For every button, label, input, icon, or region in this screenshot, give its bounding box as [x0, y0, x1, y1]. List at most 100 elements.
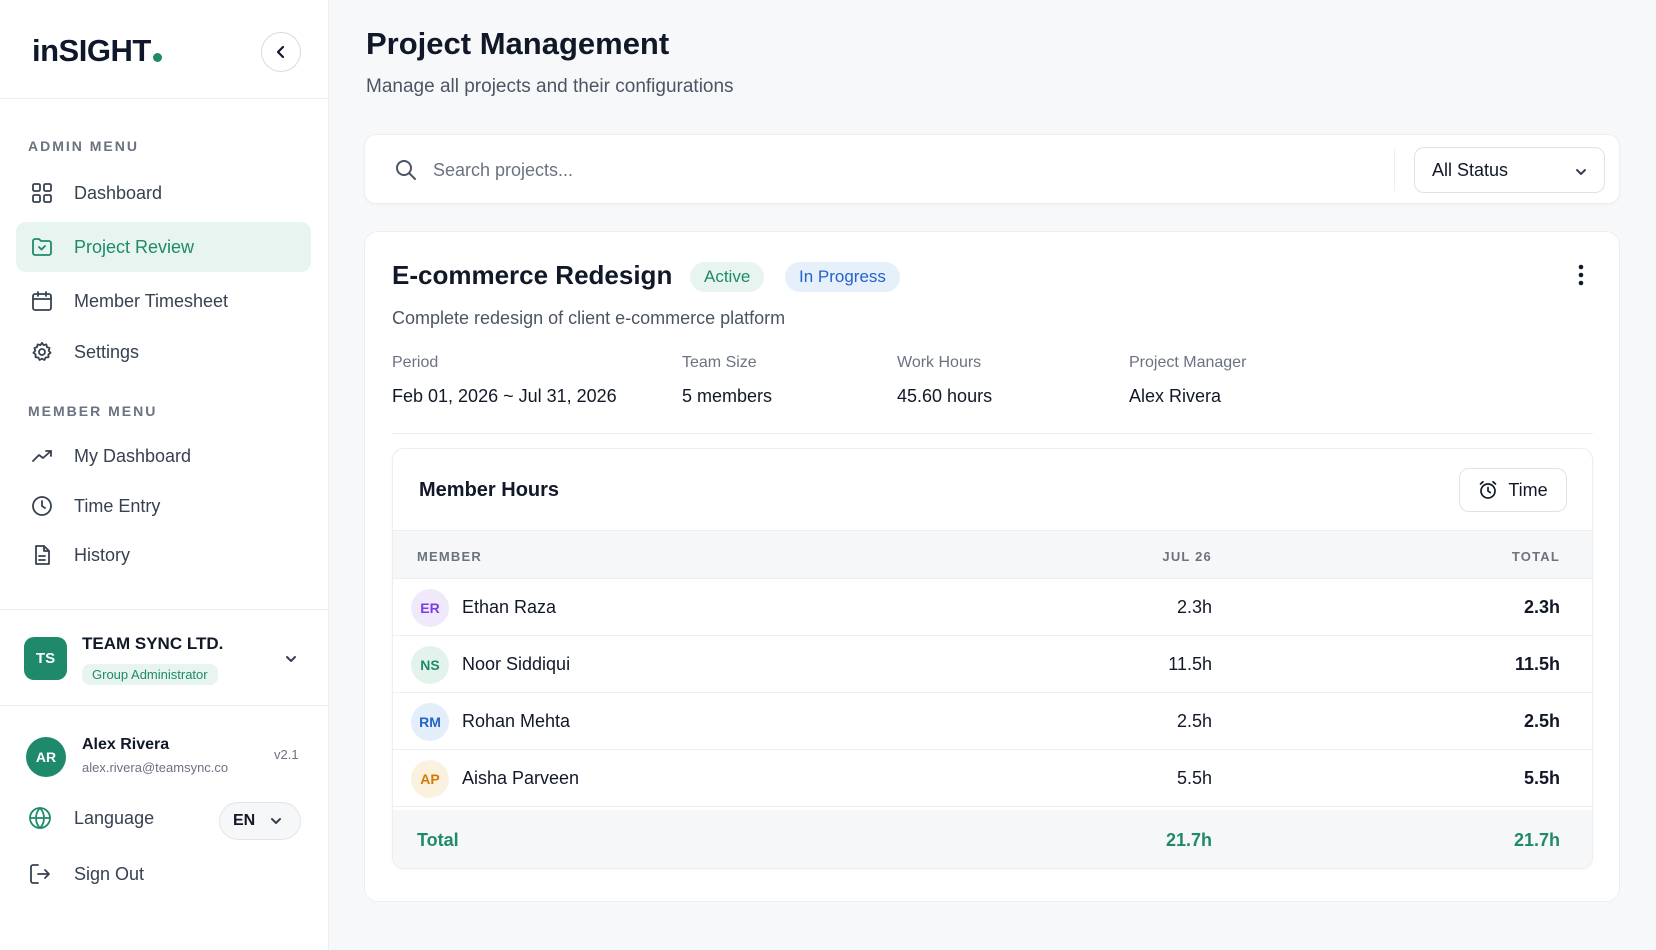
period-label: Period — [392, 354, 439, 371]
member-name: Aisha Parveen — [462, 768, 580, 788]
column-total: TOTAL — [1511, 549, 1560, 564]
time-button[interactable]: Time — [1459, 468, 1567, 512]
language-label: Language — [74, 807, 155, 828]
total-hours: 2.5h — [1523, 711, 1560, 731]
search-input[interactable] — [433, 152, 1333, 188]
period-hours: 2.5h — [1176, 711, 1212, 731]
status-filter-select[interactable]: All Status — [1414, 147, 1605, 193]
period-value: Feb 01, 2026 ~ Jul 31, 2026 — [392, 386, 617, 406]
more-options-button[interactable] — [1568, 259, 1594, 291]
member-name: Ethan Raza — [462, 597, 557, 617]
member-name: Noor Siddiqui — [462, 654, 571, 674]
page-subtitle: Manage all projects and their configurat… — [366, 76, 734, 97]
calendar-icon — [30, 289, 54, 313]
card-divider — [392, 433, 1593, 434]
chevron-down-icon — [271, 818, 282, 824]
grand-total-hours: 21.7h — [1513, 830, 1560, 850]
chevron-left-icon — [276, 45, 285, 59]
sidebar-item-my-dashboard[interactable]: My Dashboard — [16, 431, 311, 481]
total-label: Total — [417, 830, 459, 850]
member-menu-label: MEMBER MENU — [28, 403, 158, 419]
gear-icon — [30, 340, 54, 364]
avatar: AR — [26, 737, 66, 777]
language-row: Language — [28, 806, 154, 830]
sidebar-item-history[interactable]: History — [16, 530, 311, 580]
avatar: AP — [411, 760, 449, 798]
status-filter-value: All Status — [1432, 159, 1509, 180]
table-header: MEMBER JUL 26 TOTAL — [393, 530, 1592, 579]
period-hours: 2.3h — [1176, 597, 1212, 617]
sidebar-item-settings[interactable]: Settings — [16, 327, 311, 377]
clock-icon — [30, 494, 54, 518]
sidebar-item-member-timesheet[interactable]: Member Timesheet — [16, 276, 311, 326]
page-title: Project Management — [366, 26, 670, 61]
table-row[interactable]: RM Rohan Mehta 2.5h 2.5h — [393, 693, 1592, 750]
globe-icon — [28, 806, 52, 830]
org-avatar: TS — [24, 637, 67, 680]
avatar: ER — [411, 589, 449, 627]
column-period: JUL 26 — [1162, 549, 1212, 564]
sidebar: inSIGHT ADMIN MENU Dashboard Project Rev… — [0, 0, 329, 950]
table-row[interactable]: ER Ethan Raza 2.3h 2.3h — [393, 579, 1592, 636]
user-name: Alex Rivera — [82, 736, 170, 753]
sidebar-divider — [0, 705, 329, 706]
language-select[interactable]: EN — [219, 802, 301, 840]
alarm-clock-icon — [1479, 480, 1497, 499]
chevron-down-icon — [286, 656, 296, 662]
time-button-label: Time — [1508, 479, 1548, 500]
project-card: E-commerce Redesign Active In Progress C… — [364, 231, 1620, 902]
team-size-label: Team Size — [682, 354, 757, 371]
admin-menu-label: ADMIN MENU — [28, 138, 139, 154]
sidebar-item-label: Settings — [74, 341, 140, 362]
sidebar-item-dashboard[interactable]: Dashboard — [16, 168, 311, 218]
manager-label: Project Manager — [1129, 354, 1247, 371]
table-row[interactable]: NS Noor Siddiqui 11.5h 11.5h — [393, 636, 1592, 693]
phase-badge: In Progress — [785, 262, 900, 292]
sign-out-icon — [28, 862, 52, 886]
document-icon — [30, 543, 54, 567]
total-period-hours: 21.7h — [1165, 830, 1212, 850]
trending-up-icon — [30, 444, 54, 468]
project-title[interactable]: E-commerce Redesign — [392, 260, 673, 290]
language-value: EN — [233, 812, 256, 829]
app-version: v2.1 — [274, 747, 299, 762]
column-member: MEMBER — [417, 549, 482, 564]
member-hours-panel: Member Hours Time MEMBER JUL 26 TOTAL ER… — [392, 448, 1593, 869]
user-email: alex.rivera@teamsync.co — [82, 760, 229, 775]
member-name: Rohan Mehta — [462, 711, 571, 731]
folder-icon — [30, 235, 54, 259]
sidebar-item-project-review[interactable]: Project Review — [16, 222, 311, 272]
sidebar-item-label: Project Review — [74, 236, 195, 257]
collapse-sidebar-button[interactable] — [261, 32, 301, 72]
avatar: RM — [411, 703, 449, 741]
manager-value: Alex Rivera — [1129, 386, 1222, 406]
team-size-value: 5 members — [682, 386, 773, 406]
work-hours-label: Work Hours — [897, 354, 982, 371]
logo[interactable]: inSIGHT — [32, 33, 162, 69]
total-hours: 5.5h — [1523, 768, 1560, 788]
logo-dot — [152, 53, 162, 62]
sidebar-item-label: History — [74, 544, 131, 565]
member-hours-title: Member Hours — [419, 479, 560, 501]
org-role-badge: Group Administrator — [82, 664, 218, 685]
sidebar-item-label: Dashboard — [74, 182, 163, 203]
table-row[interactable]: AP Aisha Parveen 5.5h 5.5h — [393, 750, 1592, 807]
search-icon — [396, 160, 416, 180]
sidebar-item-time-entry[interactable]: Time Entry — [16, 481, 311, 531]
sidebar-item-label: Member Timesheet — [74, 290, 229, 311]
sign-out-button[interactable]: Sign Out — [28, 862, 144, 886]
period-hours: 5.5h — [1176, 768, 1212, 788]
sign-out-label: Sign Out — [74, 863, 145, 884]
table-total-row: Total 21.7h 21.7h — [393, 810, 1592, 868]
avatar: NS — [411, 646, 449, 684]
total-hours: 2.3h — [1523, 597, 1560, 617]
search-bar: All Status — [364, 134, 1620, 204]
total-hours: 11.5h — [1514, 654, 1560, 674]
org-switcher-button[interactable] — [284, 652, 298, 671]
sidebar-divider — [0, 609, 329, 610]
chevron-down-icon — [1576, 169, 1586, 175]
org-name[interactable]: TEAM SYNC LTD. — [82, 634, 224, 653]
project-description: Complete redesign of client e-commerce p… — [392, 308, 786, 328]
search-divider — [1394, 149, 1395, 191]
work-hours-value: 45.60 hours — [897, 386, 993, 406]
